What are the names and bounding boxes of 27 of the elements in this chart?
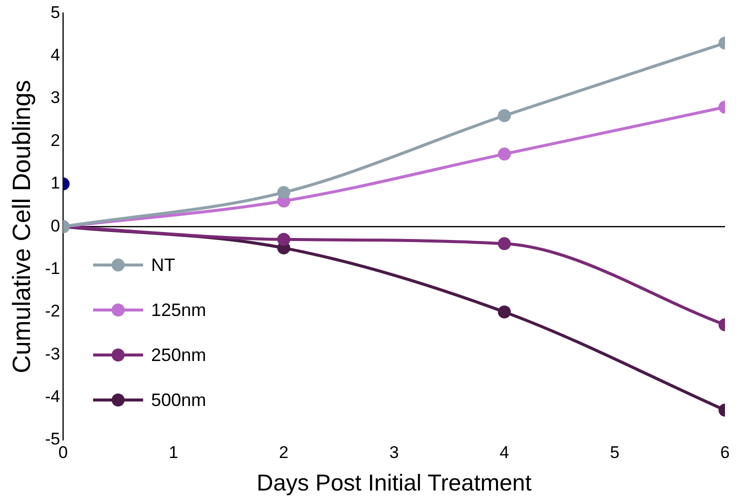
x-tick-label: 6 — [720, 442, 730, 462]
y-tick-label: 0 — [50, 216, 60, 236]
y-tick-label: -2 — [44, 302, 60, 321]
y-tick-label: -1 — [44, 258, 60, 278]
x-tick-label: 5 — [610, 442, 620, 462]
y-tick-label: 4 — [50, 46, 60, 65]
legend-label: NT — [151, 254, 176, 275]
y-tick-label: 2 — [50, 130, 60, 150]
legend-label: 250nm — [151, 344, 206, 365]
x-tick-label: 3 — [389, 442, 399, 462]
point — [498, 305, 511, 318]
legend-label: 125nm — [151, 300, 206, 320]
y-tick-label: 1 — [50, 174, 60, 193]
y-tick-label: -5 — [44, 430, 60, 449]
y-tick-label: -3 — [44, 344, 60, 364]
y-tick-label: 5 — [50, 2, 60, 22]
x-tick-label: 4 — [500, 442, 510, 462]
y-tick-label: 3 — [50, 88, 60, 108]
point — [498, 148, 511, 161]
point — [498, 237, 511, 250]
y-axis-title: Cumulative Cell Doublings — [8, 80, 36, 374]
y-tick-label: -4 — [44, 387, 60, 406]
x-tick-label: 1 — [168, 442, 178, 462]
legend-label: 500nm — [151, 390, 206, 410]
x-axis-title: Days Post Initial Treatment — [256, 470, 532, 496]
point — [277, 232, 290, 246]
x-tick-label: 2 — [279, 442, 288, 462]
